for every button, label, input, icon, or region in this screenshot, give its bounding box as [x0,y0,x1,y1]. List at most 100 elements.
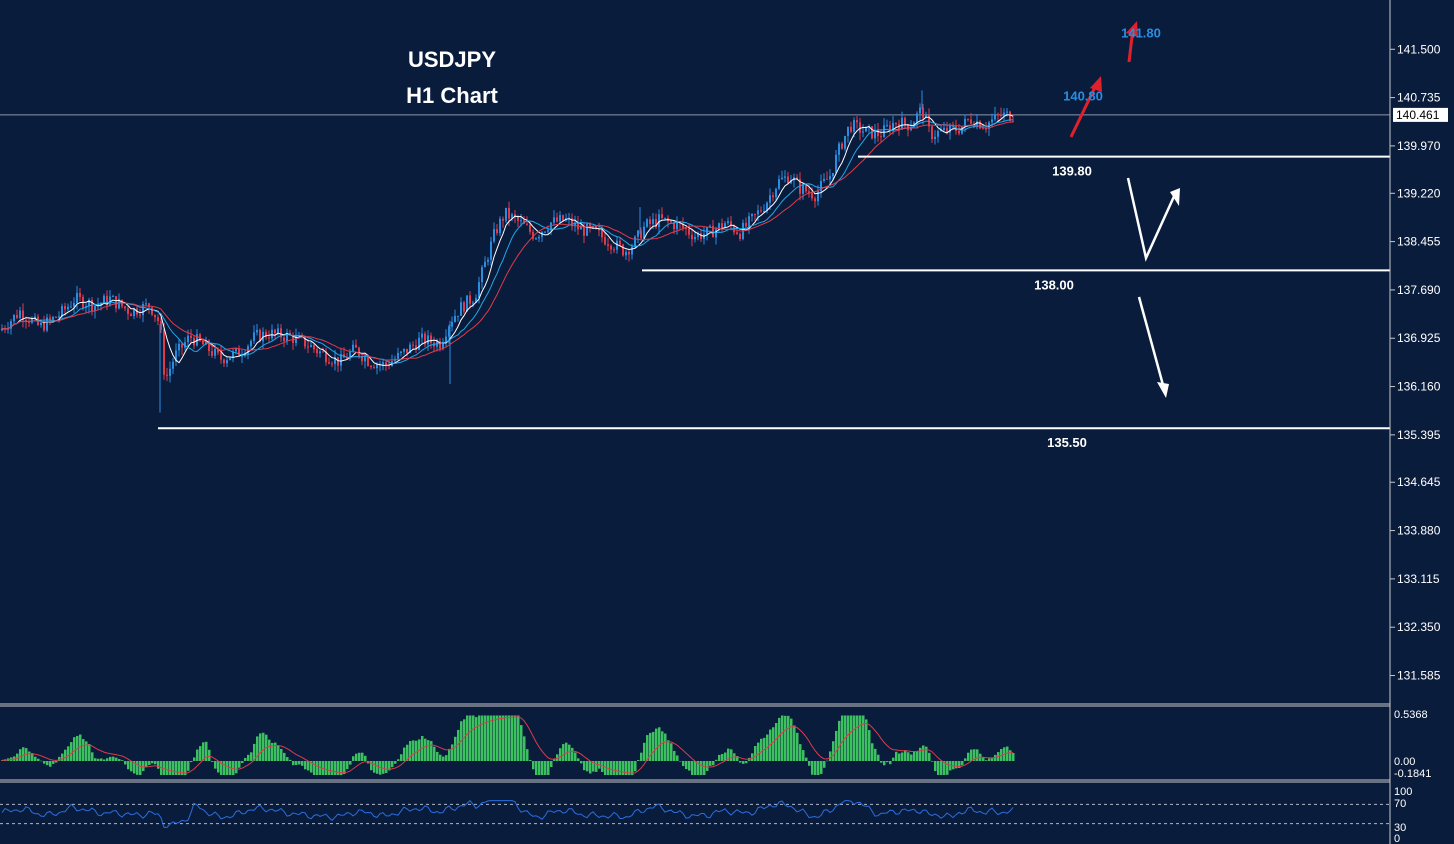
scenario-up-arrow-head [1170,188,1180,206]
macd-histogram-bar [559,748,562,761]
macd-histogram-bar [562,744,565,761]
macd-histogram-bar [676,755,679,761]
macd-histogram-bar [31,753,34,761]
candle-body [532,231,534,239]
candle-body [649,219,651,224]
candle-body [928,115,930,127]
candle-body [172,361,174,369]
y-tick-label: 133.880 [1397,524,1441,538]
macd-histogram-bar [778,717,781,761]
candle-body [673,222,675,230]
macd-histogram-bar [910,754,913,761]
candle-body [544,231,546,233]
candle-body [187,335,189,343]
macd-histogram-bar [238,761,241,768]
candle-body [1,328,3,331]
candle-body [838,143,840,155]
macd-histogram-bar [142,761,145,772]
macd-histogram-bar [88,743,91,761]
candle-body [754,214,756,216]
candle-body [589,224,591,228]
macd-histogram-bar [772,727,775,761]
macd-histogram-bar [784,715,787,761]
candle-body [874,129,876,139]
candle-body [163,329,165,375]
candle-body [739,233,741,240]
candle-body [862,131,864,133]
candle-body [346,357,348,359]
macd-histogram-bar [475,717,478,761]
macd-histogram-bar [889,761,892,765]
macd-histogram-bar [97,758,100,761]
candle-body [697,233,699,237]
candle-body [139,314,141,316]
macd-histogram-bar [694,761,697,776]
macd-histogram-bar [376,761,379,774]
macd-histogram-bar [409,741,412,761]
candle-body [691,234,693,240]
scenario-up-arrow [1126,177,1178,262]
macd-histogram-bar [193,757,196,761]
candle-body [292,335,294,343]
macd-histogram-bar [952,761,955,770]
candle-body [124,306,126,309]
macd-histogram-bar [571,747,574,761]
macd-histogram-bar [622,761,625,776]
candle-body [844,135,846,149]
macd-tick-label: 0.5368 [1394,709,1428,721]
candle-body [340,354,342,366]
macd-histogram-bar [277,745,280,761]
macd-histogram-bar [499,715,502,761]
candle-body [151,307,153,315]
candle-body [352,344,354,352]
candle-body [664,217,666,219]
macd-histogram-bar [382,761,385,774]
candle-body [421,333,423,338]
candle-body [142,303,144,316]
candle-body [823,178,825,181]
candle-body [496,229,498,234]
macd-histogram-bar [334,761,337,776]
candle-body [883,125,885,138]
candle-body [220,352,222,360]
candle-body [904,117,906,125]
candle-body [901,117,903,130]
macd-histogram-bar [271,742,274,761]
macd-histogram-bar [196,749,199,761]
macd-histogram-bar [592,761,595,772]
candle-body [202,340,204,345]
macd-histogram-bar [568,744,571,761]
candle-body [829,176,831,180]
candle-body [877,129,879,137]
candle-body [769,195,771,203]
candle-body [625,251,627,256]
candle-body [412,344,414,346]
macd-histogram-bar [664,733,667,761]
y-tick-label: 139.970 [1397,139,1441,153]
candle-body [919,107,921,114]
macd-histogram-bar [742,761,745,764]
y-tick-label: 140.735 [1397,91,1441,105]
macd-histogram-bar [814,761,817,776]
macd-histogram-bar [904,750,907,761]
chart-subtitle: H1 Chart [406,83,498,108]
macd-histogram-bar [703,761,706,776]
candle-body [13,314,15,322]
macd-histogram-bar [232,761,235,776]
macd-histogram-bar [307,761,310,771]
macd-histogram-bar [313,761,316,776]
candle-body [982,128,984,130]
macd-histogram-bar [322,761,325,776]
candle-body [67,306,69,310]
macd-histogram-bar [61,753,64,761]
macd-histogram-bar [169,761,172,776]
y-tick-label: 132.350 [1397,620,1441,634]
macd-histogram-bar [715,759,718,761]
candle-body [811,193,813,199]
macd-histogram-bar [118,759,121,761]
macd-histogram-bar [130,761,133,772]
candle-body [508,207,510,219]
macd-histogram-bar [85,741,88,761]
candle-body [214,348,216,356]
